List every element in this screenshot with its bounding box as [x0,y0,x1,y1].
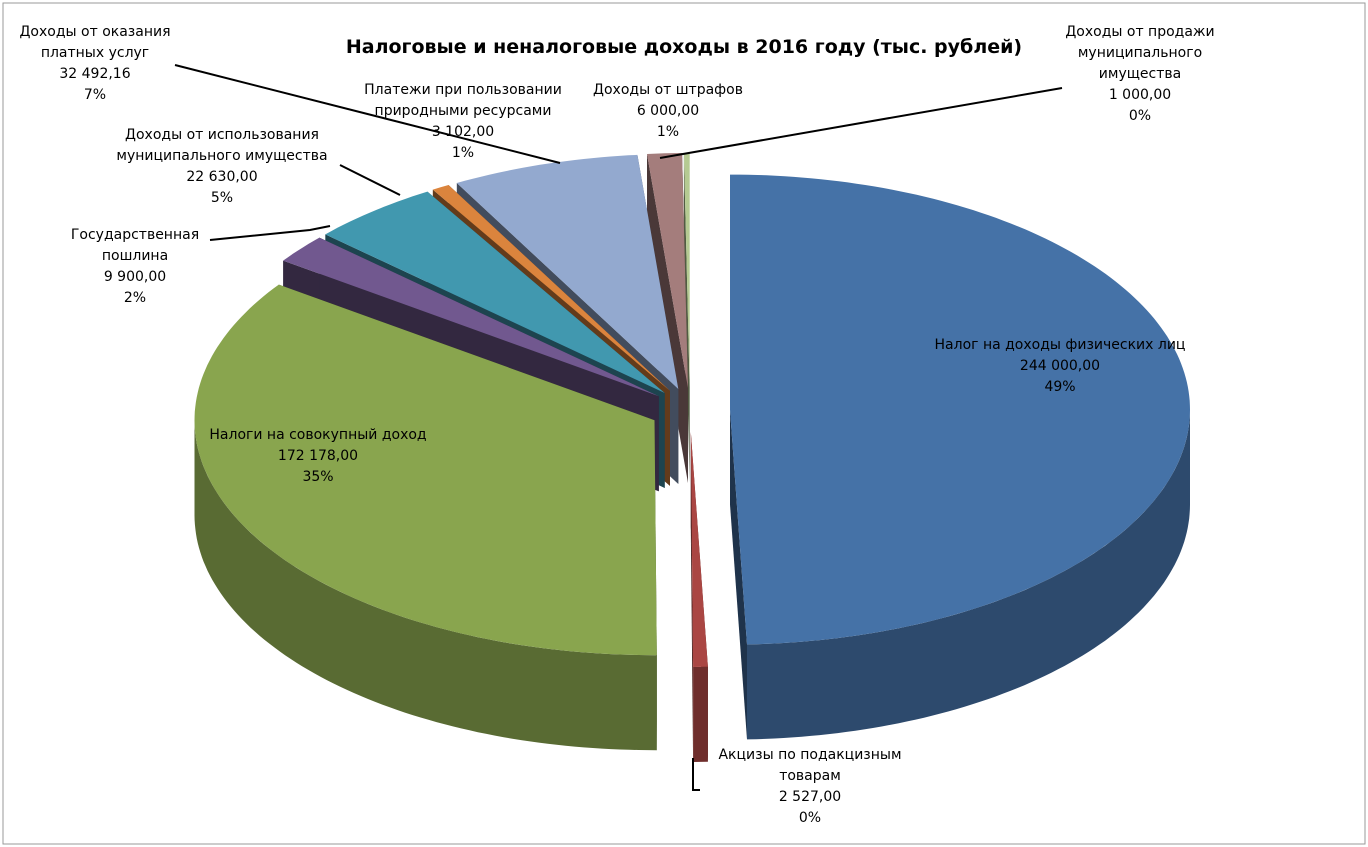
slice-wall [747,409,1190,740]
value-label: 244 000,00 [1019,358,1101,374]
value-label: 3 102,00 [431,124,495,140]
category-label: Доходы от продажи муниципального имущест… [1065,24,1215,82]
leader-line [339,164,401,196]
slice [283,237,659,397]
value-label: 6 000,00 [636,103,700,119]
slice [647,153,688,388]
data-label: Доходы от оказания платных услуг 32 492,1… [10,22,180,106]
slice-wall [693,666,708,762]
percent-label: 35% [302,469,334,485]
value-label: 9 900,00 [103,269,167,285]
percent-label: 1% [656,124,680,140]
category-label: Платежи при пользовании природными ресур… [364,82,562,119]
value-label: 22 630,00 [186,169,258,185]
data-label: Налог на доходы физических лиц 244 000,00… [925,335,1195,398]
leader-line [209,225,331,241]
slice [325,191,665,393]
percent-label: 7% [83,87,107,103]
category-label: Доходы от использования муниципального и… [116,127,328,164]
slice-wall [194,420,657,751]
slice-side [690,432,694,762]
slice [683,153,690,388]
percent-label: 0% [1128,108,1152,124]
slice [456,154,679,389]
category-label: Налоги на совокупный доход [209,427,427,443]
chart-title: Налоговые и неналоговые доходы в 2016 го… [345,36,1023,58]
percent-label: 1% [451,145,475,161]
slice-side [730,409,747,740]
category-label: Доходы от штрафов [593,82,743,98]
data-label: Государственная пошлина 9 900,00 2% [50,225,220,309]
value-label: 2 527,00 [778,789,842,805]
category-label: Налог на доходы физических лиц [934,337,1186,353]
data-label: Платежи при пользовании природными ресур… [348,80,578,164]
percent-label: 5% [210,190,234,206]
leader-line [174,64,561,164]
value-label: 1 000,00 [1108,87,1172,103]
slice [690,432,708,667]
data-label: Доходы от продажи муниципального имущест… [1065,22,1215,127]
slice [432,185,670,391]
percent-label: 2% [123,290,147,306]
category-label: Акцизы по подакцизным товарам [718,747,902,784]
slice [730,174,1190,645]
percent-label: 49% [1044,379,1076,395]
slice [194,284,657,656]
value-label: 32 492,16 [59,66,131,82]
slice-side [683,153,690,483]
category-label: Государственная пошлина [70,227,200,264]
data-label: Доходы от использования муниципального и… [92,125,352,209]
data-label: Налоги на совокупный доход 172 178,00 35% [188,425,448,488]
value-label: 172 178,00 [277,448,359,464]
percent-label: 0% [798,810,822,826]
category-label: Доходы от оказания платных услуг [19,24,171,61]
leader-line [692,758,700,791]
data-label: Акцизы по подакцизным товарам 2 527,00 0% [700,745,920,829]
data-label: Доходы от штрафов 6 000,00 1% [578,80,758,143]
leader-line [659,87,1063,159]
